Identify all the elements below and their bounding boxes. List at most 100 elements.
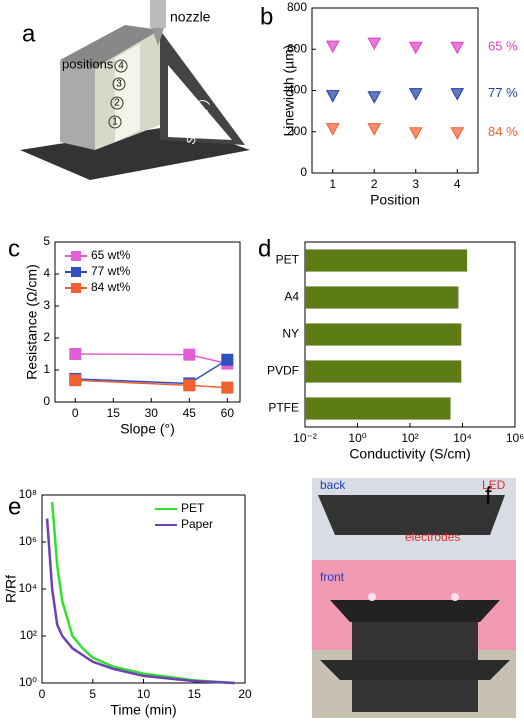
- y-tick-label: PTFE: [268, 401, 299, 415]
- legend-label: 84 wt%: [91, 280, 131, 294]
- legend-label: 65 wt%: [91, 248, 131, 262]
- panel-letter: d: [258, 235, 271, 262]
- label: 4: [118, 61, 124, 72]
- y-tick-label: 3: [43, 298, 50, 312]
- panel-letter: f: [485, 482, 492, 509]
- panel-letter: e: [8, 493, 21, 520]
- y-axis-label: Resistance (Ω/cm): [24, 264, 40, 380]
- label: positions: [62, 56, 114, 71]
- legend-label: Paper: [181, 517, 213, 531]
- y-tick-label: 0: [43, 394, 50, 408]
- point: [221, 353, 234, 366]
- bar: [305, 286, 459, 309]
- y-tick-label: 600: [287, 41, 307, 55]
- label: 3: [116, 79, 122, 90]
- x-axis-label: Position: [370, 192, 420, 208]
- point: [325, 90, 340, 103]
- x-tick-label: 3: [412, 177, 419, 191]
- panel-letter: c: [8, 235, 20, 262]
- x-tick-label: 15: [107, 406, 121, 420]
- plot-frame: [41, 494, 246, 684]
- y-axis-label: Linewidth (µm): [281, 44, 297, 136]
- point: [69, 374, 82, 387]
- label: LED: [482, 478, 506, 492]
- point: [408, 127, 423, 140]
- point: [325, 123, 340, 136]
- y-tick-label: 10⁴: [18, 581, 37, 595]
- label: 1: [112, 117, 118, 128]
- y-tick-label: 10⁶: [19, 534, 37, 548]
- label: 2: [114, 98, 120, 109]
- y-tick-label: NY: [282, 327, 299, 341]
- x-tick-label: 2: [371, 177, 378, 191]
- y-tick-label: 10⁸: [19, 487, 37, 501]
- series-label: 65 %: [488, 39, 518, 54]
- point: [367, 91, 382, 104]
- series-line: [45, 518, 235, 685]
- legend-marker: [71, 251, 81, 261]
- series-line: [50, 501, 235, 685]
- x-tick-label: 10⁰: [348, 431, 366, 445]
- x-tick-label: 0: [72, 406, 79, 420]
- panel-a-illustration: [20, 0, 250, 180]
- y-tick-label: 5: [43, 234, 50, 248]
- y-axis-label: R/Rf: [3, 575, 19, 603]
- point: [325, 40, 340, 54]
- bar: [305, 249, 468, 272]
- y-tick-label: PET: [276, 253, 300, 267]
- x-tick-label: 10⁴: [453, 431, 472, 445]
- x-tick-label: 10⁻²: [293, 431, 317, 445]
- y-tick-label: 200: [287, 124, 307, 138]
- panel-a-position-marks: [108, 59, 128, 129]
- y-tick-label: 800: [287, 0, 307, 14]
- panel-f-photo: [312, 478, 516, 718]
- y-tick-label: PVDF: [267, 364, 299, 378]
- point: [450, 127, 465, 140]
- bar: [305, 323, 462, 346]
- point: [367, 123, 382, 136]
- bar: [305, 397, 451, 420]
- x-axis-label: Conductivity (S/cm): [349, 446, 470, 462]
- label: back: [320, 478, 346, 492]
- label: front: [320, 570, 345, 584]
- x-axis-label: Slope (°): [120, 421, 175, 437]
- x-tick-label: 20: [238, 687, 252, 701]
- x-tick-label: 60: [221, 406, 235, 420]
- series-label: 84 %: [488, 124, 518, 139]
- y-tick-label: 10⁰: [19, 675, 37, 689]
- panel-letter: b: [260, 3, 273, 30]
- y-tick-label: 1: [43, 362, 50, 376]
- x-tick-label: 1: [329, 177, 336, 191]
- x-axis-label: Time (min): [110, 702, 176, 718]
- series-line: [75, 359, 228, 385]
- x-tick-label: 0: [39, 687, 46, 701]
- point: [450, 41, 465, 55]
- series-line: [75, 353, 228, 365]
- point: [183, 379, 196, 392]
- y-tick-label: A4: [284, 290, 299, 304]
- y-tick-label: 4: [43, 266, 50, 280]
- x-tick-label: 5: [89, 687, 96, 701]
- legend-marker: [71, 283, 81, 293]
- y-tick-label: 0: [300, 165, 307, 179]
- legend-label: PET: [181, 501, 205, 515]
- point: [450, 88, 465, 101]
- point: [367, 37, 382, 51]
- legend-label: 77 wt%: [91, 264, 131, 278]
- y-tick-label: 10²: [20, 628, 37, 642]
- point: [408, 41, 423, 55]
- x-tick-label: 30: [145, 406, 159, 420]
- point: [221, 381, 234, 394]
- x-tick-label: 10²: [401, 431, 418, 445]
- y-tick-label: 2: [43, 330, 50, 344]
- label: nozzle: [170, 9, 211, 25]
- point: [183, 348, 196, 361]
- point: [408, 88, 423, 101]
- legend-marker: [71, 267, 81, 277]
- y-tick-label: 400: [287, 83, 307, 97]
- point: [69, 348, 82, 360]
- x-tick-label: 45: [183, 406, 197, 420]
- bar: [305, 360, 462, 383]
- panel-letter: a: [22, 20, 36, 47]
